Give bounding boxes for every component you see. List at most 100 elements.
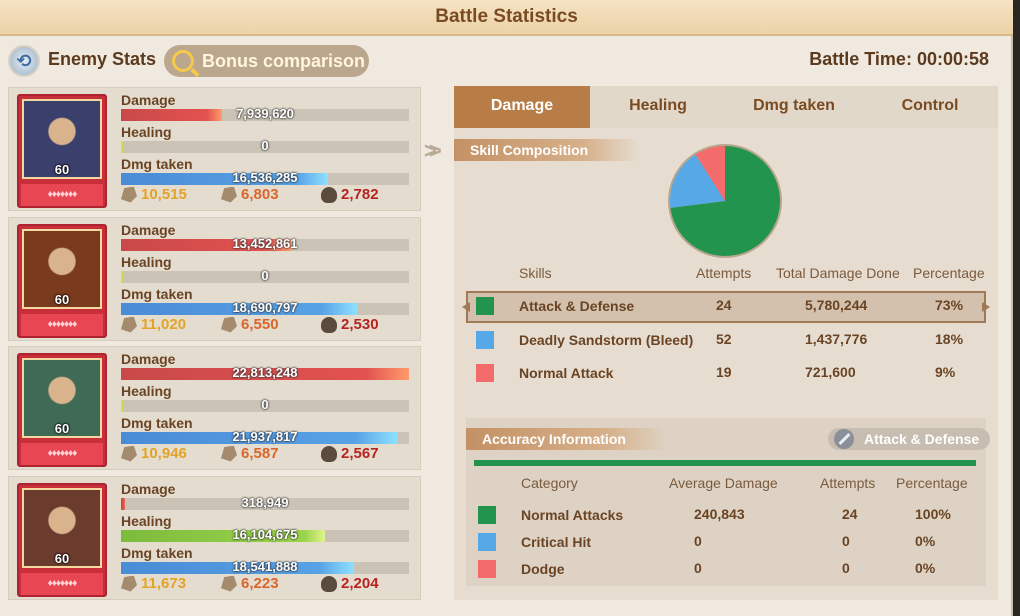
attack-defense-button[interactable]: Attack & Defense	[828, 428, 990, 450]
counter-2: 6,587	[221, 445, 321, 462]
tab-healing[interactable]: Healing	[629, 97, 687, 114]
hero-card[interactable]: 60 ♦♦♦♦♦♦♦ Damage 318,949 Healing 16,104…	[8, 476, 421, 600]
accuracy-divider	[474, 460, 976, 466]
damage-label: Damage	[121, 92, 176, 108]
col-total-damage: Total Damage Done	[776, 265, 900, 281]
hero-level: 60	[54, 292, 70, 307]
skull-icon	[321, 186, 337, 203]
accuracy-percentage: 0%	[915, 560, 936, 576]
hero-counters: 11,673 6,223 2,204	[121, 575, 421, 592]
col-category: Category	[521, 475, 578, 491]
hero-avatar	[22, 99, 102, 179]
healing-bar-fill	[121, 141, 123, 153]
bonus-comparison-label: Bonus comparison	[202, 50, 366, 71]
dmg-taken-value: 18,690,797	[232, 300, 298, 315]
dmg-taken-value: 16,536,285	[232, 170, 298, 185]
hero-portrait[interactable]: 60 ♦♦♦♦♦♦♦	[17, 353, 107, 467]
dmg-taken-bar-fill	[121, 173, 329, 185]
tab-dmg-taken[interactable]: Dmg taken	[753, 97, 835, 114]
enemy-stats-label: Enemy Stats	[48, 49, 157, 69]
damage-label: Damage	[121, 481, 176, 497]
hero-avatar	[22, 488, 102, 568]
dmg-taken-bar-fill	[121, 432, 398, 444]
counter-3: 2,204	[321, 575, 421, 592]
healing-label: Healing	[121, 124, 172, 140]
damage-bar: 22,813,248	[121, 365, 409, 380]
counter-3-value: 2,204	[341, 575, 379, 592]
dmg-taken-bar-fill	[121, 562, 355, 574]
counter-1: 10,946	[121, 445, 221, 462]
tab-control[interactable]: Control	[901, 97, 959, 114]
col-percentage: Percentage	[913, 265, 985, 281]
hero-avatar	[22, 229, 102, 309]
hero-stars: ♦♦♦♦♦♦♦	[21, 184, 103, 206]
skill-attempts: 24	[716, 297, 732, 313]
hero-stars: ♦♦♦♦♦♦♦	[21, 573, 103, 595]
swap-arrows-button[interactable]: ⟲	[8, 45, 40, 77]
col-acc-percentage: Percentage	[896, 475, 968, 491]
hero-card[interactable]: 60 ♦♦♦♦♦♦♦ Damage 7,939,620 Healing 0 Dm…	[8, 87, 421, 211]
healing-bar-fill	[121, 271, 123, 283]
skill-attempts: 52	[716, 331, 732, 347]
skill-total-damage: 721,600	[805, 364, 856, 380]
dmg-taken-label: Dmg taken	[121, 286, 193, 302]
damage-value: 7,939,620	[236, 106, 294, 121]
counter-3: 2,530	[321, 316, 421, 333]
dmg-taken-value: 18,541,888	[232, 559, 298, 574]
stats-tabs: Damage Healing Dmg taken Control	[454, 86, 998, 128]
accuracy-header: Accuracy Information	[466, 428, 666, 450]
fist-icon	[121, 186, 137, 203]
damage-label: Damage	[121, 351, 176, 367]
counter-1-value: 10,946	[141, 445, 187, 462]
dmg-taken-label: Dmg taken	[121, 156, 193, 172]
accuracy-swatch	[478, 560, 496, 578]
hero-card[interactable]: 60 ♦♦♦♦♦♦♦ Damage 22,813,248 Healing 0 D…	[8, 346, 421, 470]
dmg-taken-label: Dmg taken	[121, 415, 193, 431]
fist-icon	[221, 575, 237, 592]
skill-attempts: 19	[716, 364, 732, 380]
hero-level: 60	[54, 162, 70, 177]
selected-skill-row[interactable]	[466, 291, 986, 323]
accuracy-attempts: 0	[842, 560, 850, 576]
counter-2-value: 6,587	[241, 445, 279, 462]
hero-stars: ♦♦♦♦♦♦♦	[21, 314, 103, 336]
pie-svg	[668, 144, 782, 258]
healing-label: Healing	[121, 254, 172, 270]
hero-portrait[interactable]: 60 ♦♦♦♦♦♦♦	[17, 224, 107, 338]
healing-bar-fill	[121, 530, 326, 542]
tab-damage[interactable]: Damage	[454, 86, 590, 128]
skill-percentage: 18%	[935, 331, 964, 347]
stats-panel: Damage Healing Dmg taken Control Skill C…	[454, 86, 998, 600]
fist-icon	[221, 186, 237, 203]
counter-2: 6,550	[221, 316, 321, 333]
hero-portrait[interactable]: 60 ♦♦♦♦♦♦♦	[17, 483, 107, 597]
healing-value: 0	[261, 268, 269, 283]
accuracy-attempts: 0	[842, 533, 850, 549]
counter-2: 6,803	[221, 186, 321, 203]
damage-bar: 13,452,861	[121, 236, 409, 251]
counter-1-value: 11,673	[141, 575, 187, 592]
fist-icon	[121, 316, 137, 333]
dmg-taken-bar-fill	[121, 303, 358, 315]
skull-icon	[321, 575, 337, 592]
counter-1-value: 10,515	[141, 186, 187, 203]
fist-icon	[121, 445, 137, 462]
bonus-comparison-button[interactable]: Bonus comparison	[164, 45, 369, 77]
hero-counters: 10,946 6,587 2,567	[121, 445, 421, 462]
counter-3: 2,782	[321, 186, 421, 203]
healing-bar: 0	[121, 138, 409, 153]
damage-bar-fill	[121, 498, 126, 510]
healing-value: 16,104,675	[232, 527, 298, 542]
damage-value: 13,452,861	[232, 236, 298, 251]
counter-1: 11,020	[121, 316, 221, 333]
accuracy-category: Normal Attacks	[521, 507, 624, 523]
healing-bar: 16,104,675	[121, 527, 409, 542]
hero-portrait[interactable]: 60 ♦♦♦♦♦♦♦	[17, 94, 107, 208]
hero-card[interactable]: 60 ♦♦♦♦♦♦♦ Damage 13,452,861 Healing 0 D…	[8, 217, 421, 341]
double-chevron-right-icon: >>	[424, 138, 441, 163]
skill-total-damage: 1,437,776	[805, 331, 868, 347]
counter-2-value: 6,803	[241, 186, 279, 203]
accuracy-category: Dodge	[521, 561, 565, 577]
counter-1-value: 11,020	[141, 316, 187, 333]
